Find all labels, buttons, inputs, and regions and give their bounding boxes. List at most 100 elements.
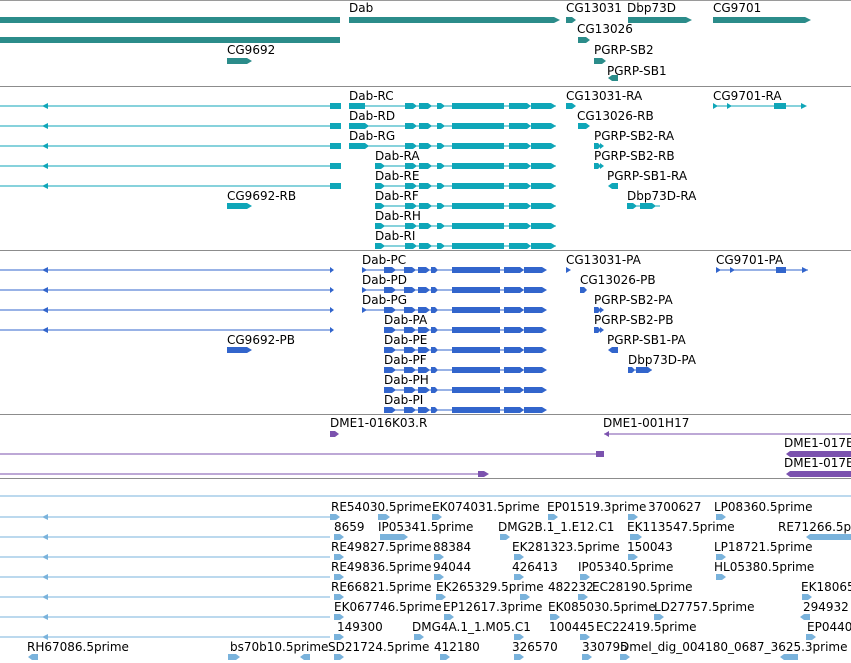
protein-label[interactable]: CG9692-PB [227,333,295,347]
protein-feature[interactable] [608,347,618,353]
est-feature[interactable] [0,614,810,620]
protein-feature[interactable] [0,327,547,333]
clone-label[interactable]: DME1-017E [784,436,851,450]
transcript-label[interactable]: PGRP-SB2-RA [594,129,675,143]
protein-label[interactable]: CG9701-PA [716,253,784,267]
est-label[interactable]: DMG2B.1_1.E12.C1 [498,520,614,534]
transcript-feature[interactable] [375,243,556,249]
est-label[interactable]: EC22419.5prime [596,620,697,634]
transcript-feature[interactable] [594,143,604,149]
protein-feature[interactable] [227,347,252,353]
gene-label[interactable]: Dbp73D [627,1,676,15]
est-label[interactable]: HL05380.5prime [714,560,814,574]
est-label[interactable]: RE54030.5prime [331,500,432,514]
est-feature[interactable] [0,634,816,640]
est-label[interactable]: EK067746.5prime [334,600,442,614]
protein-feature[interactable] [0,307,547,313]
est-feature[interactable] [0,514,726,520]
est-feature[interactable] [0,594,812,600]
est-label[interactable]: EK265329.5prime [436,580,544,594]
gene-feature[interactable] [0,17,340,23]
transcript-label[interactable]: Dab-RF [375,189,419,203]
gene-label[interactable]: Dab [349,1,373,15]
transcript-label[interactable]: CG9701-RA [713,89,782,103]
est-label[interactable]: EK085030.5prime [548,600,656,614]
est-label[interactable]: IP05341.5prime [378,520,473,534]
gene-label[interactable]: CG13026 [577,22,633,36]
transcript-label[interactable]: Dab-RI [375,229,415,243]
transcript-feature[interactable] [0,143,556,149]
protein-label[interactable]: Dab-PH [384,373,429,387]
protein-feature[interactable] [580,287,587,293]
transcript-feature[interactable] [0,183,556,189]
transcript-label[interactable]: Dab-RD [349,109,395,123]
est-label[interactable]: EC28190.5prime [592,580,693,594]
gene-label[interactable]: PGRP-SB1 [607,64,667,78]
gene-feature[interactable] [608,75,618,81]
est-label[interactable]: IP05340.5prime [578,560,673,574]
clone-label[interactable]: DME1-017E [784,456,851,470]
transcript-feature[interactable] [375,203,556,209]
est-label[interactable]: RE49836.5prime [331,560,432,574]
est-label[interactable]: bs70b10.5prime [230,640,328,654]
protein-label[interactable]: PGRP-SB1-PA [607,333,686,347]
est-label[interactable]: LD27757.5prime [654,600,755,614]
gene-label[interactable]: PGRP-SB2 [594,43,654,57]
transcript-label[interactable]: Dab-RE [375,169,419,183]
est-label[interactable]: RE66821.5prime [331,580,432,594]
clone-label[interactable]: DME1-001H17 [603,416,689,430]
protein-feature[interactable] [384,387,547,393]
transcript-feature[interactable] [227,203,252,209]
transcript-label[interactable]: CG13026-RB [577,109,654,123]
est-label[interactable]: EK074031.5prime [432,500,540,514]
protein-feature[interactable] [384,367,547,373]
gene-label[interactable]: CG13031 [566,1,622,15]
transcript-feature[interactable] [0,123,556,129]
gene-label[interactable]: CG9692 [227,43,275,57]
est-feature[interactable] [0,574,726,580]
protein-feature[interactable] [384,407,547,413]
protein-label[interactable]: PGRP-SB2-PA [594,293,673,307]
transcript-label[interactable]: Dbp73D-RA [627,189,697,203]
gene-feature[interactable] [578,37,590,43]
est-label[interactable]: DMG4A.1_1.M05.C1 [412,620,531,634]
protein-feature[interactable] [716,267,808,273]
est-feature[interactable] [0,554,726,560]
transcript-label[interactable]: Dab-RC [349,89,394,103]
protein-feature[interactable] [628,367,652,373]
est-label[interactable]: 326570 [512,640,558,654]
est-label[interactable]: EP12617.3prime [443,600,542,614]
protein-label[interactable]: Dab-PE [384,333,427,347]
clone-feature[interactable] [786,451,851,457]
protein-label[interactable]: CG13031-PA [566,253,642,267]
protein-label[interactable]: Dab-PD [362,273,407,287]
transcript-label[interactable]: Dab-RG [349,129,395,143]
est-label[interactable]: EK113547.5prime [627,520,735,534]
est-label[interactable]: 88384 [433,540,471,554]
protein-feature[interactable] [566,267,571,273]
protein-label[interactable]: Dbp73D-PA [628,353,697,367]
est-label[interactable]: 100445 [549,620,595,634]
gene-feature[interactable] [628,17,692,23]
gene-feature[interactable] [566,17,576,23]
est-label[interactable]: SD21724.5prime [328,640,429,654]
est-label[interactable]: EP0440 [807,620,851,634]
protein-label[interactable]: Dab-PC [362,253,406,267]
transcript-feature[interactable] [608,183,618,189]
clone-feature[interactable] [786,471,851,477]
est-label[interactable]: EK281323.5prime [512,540,620,554]
transcript-label[interactable]: CG9692-RB [227,189,296,203]
clone-feature[interactable] [330,431,339,437]
gene-feature[interactable] [349,17,560,23]
est-label[interactable]: 149300 [337,620,383,634]
est-label[interactable]: 294932 [803,600,849,614]
est-label[interactable]: LP18721.5prime [714,540,813,554]
transcript-feature[interactable] [594,163,604,169]
protein-feature[interactable] [594,307,604,313]
est-label[interactable]: 94044 [433,560,471,574]
est-label[interactable]: 482232 [548,580,594,594]
transcript-label[interactable]: PGRP-SB2-RB [594,149,675,163]
transcript-feature[interactable] [0,163,556,169]
transcript-feature[interactable] [627,203,660,209]
gene-feature[interactable] [0,37,340,43]
